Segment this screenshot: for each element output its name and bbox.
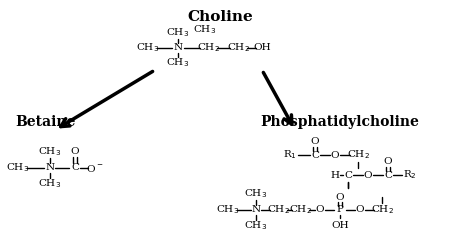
Text: O: O [364,171,372,179]
Text: O: O [316,205,324,214]
Text: CH$_3$: CH$_3$ [7,162,29,174]
Text: O: O [356,205,365,214]
Text: OH: OH [253,44,271,52]
Text: OH: OH [331,220,349,230]
Text: CH$_3$: CH$_3$ [166,27,190,39]
Text: H: H [330,171,339,179]
Text: R$_1$: R$_1$ [283,149,297,161]
Text: O: O [383,158,392,167]
Text: CH$_3$: CH$_3$ [166,57,190,69]
Text: R$_2$: R$_2$ [403,169,417,181]
Text: C: C [311,150,319,160]
Text: CH$_2$: CH$_2$ [197,42,219,54]
Text: CH$_3$: CH$_3$ [217,204,239,216]
Text: CH$_2$: CH$_2$ [371,204,393,216]
Text: CH$_3$: CH$_3$ [245,219,268,232]
Text: CH$_3$: CH$_3$ [38,178,62,191]
Text: CH$_2$: CH$_2$ [346,149,369,161]
Text: C: C [71,164,79,173]
Text: O: O [331,150,339,160]
Text: C: C [344,171,352,179]
Text: CH$_2$: CH$_2$ [289,204,311,216]
Text: O: O [310,138,319,146]
Text: N: N [251,205,261,214]
Text: O$^-$: O$^-$ [86,163,104,173]
Text: CH$_2$: CH$_2$ [227,42,249,54]
Text: CH$_3$: CH$_3$ [193,24,217,36]
Text: O: O [336,193,344,202]
Text: CH$_3$: CH$_3$ [245,187,268,200]
Text: N: N [173,44,182,52]
Text: Phosphatidylcholine: Phosphatidylcholine [261,115,419,129]
Text: CH$_3$: CH$_3$ [137,42,160,54]
Text: CH$_3$: CH$_3$ [38,146,62,159]
Text: C: C [384,171,392,179]
Text: Betaine: Betaine [15,115,75,129]
Text: O: O [71,147,79,156]
Text: CH$_2$: CH$_2$ [266,204,290,216]
Text: N: N [46,164,55,173]
Text: P: P [337,205,344,214]
Text: Choline: Choline [187,10,253,24]
